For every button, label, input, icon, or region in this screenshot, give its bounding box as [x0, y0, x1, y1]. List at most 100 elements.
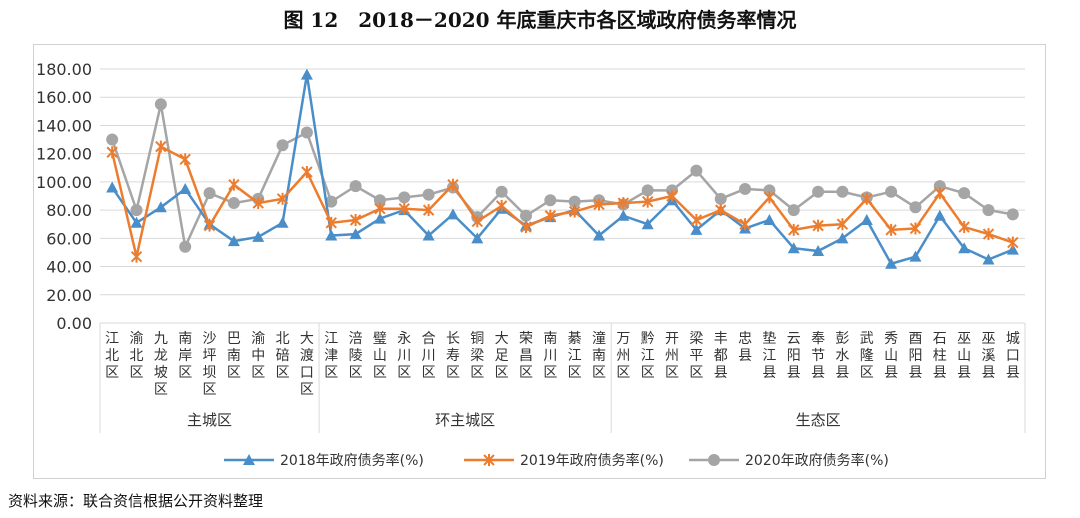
- data-point: [227, 235, 240, 247]
- data-point: [252, 230, 265, 242]
- data-point: [568, 195, 581, 208]
- data-point: [373, 194, 386, 207]
- data-point: [519, 209, 532, 222]
- data-point: [203, 219, 216, 232]
- x-tick-label: 奉节县: [811, 331, 825, 381]
- data-point: [812, 219, 824, 232]
- x-tick-label: 南岸区: [178, 331, 192, 381]
- x-tick-label: 石柱县: [933, 331, 947, 381]
- data-point: [276, 139, 289, 152]
- x-tick-label: 合川区: [422, 331, 436, 381]
- x-tick-label: 万州区: [616, 331, 630, 381]
- group-label: 主城区: [187, 411, 232, 429]
- data-point: [933, 209, 946, 221]
- y-tick-label: 60.00: [46, 229, 92, 248]
- data-point: [763, 213, 776, 225]
- x-tick-label: 渝北区: [130, 331, 144, 381]
- line-chart: 0.00 20.00 40.00 60.00 80.00 100.00 120.00 140.…: [36, 60, 1026, 469]
- data-point: [422, 229, 435, 241]
- data-point: [398, 191, 411, 204]
- data-point: [715, 204, 727, 217]
- data-point: [836, 232, 849, 244]
- data-point: [154, 201, 167, 213]
- data-point: [690, 164, 703, 177]
- data-point: [666, 190, 678, 202]
- source-note: 资料来源：联合资信根据公开资料整理: [8, 492, 264, 510]
- data-point: [446, 208, 459, 220]
- data-point: [812, 245, 825, 257]
- x-tick-label: 江北区: [105, 331, 119, 381]
- data-point: [861, 192, 873, 205]
- data-point: [422, 188, 435, 201]
- x-tick-label: 永川区: [397, 331, 411, 381]
- data-point: [739, 218, 751, 231]
- x-tick-label: 黔江区: [641, 331, 655, 381]
- data-point: [130, 216, 143, 228]
- data-point: [325, 195, 338, 208]
- y-tick-label: 40.00: [46, 258, 92, 277]
- x-tick-label: 巫山县: [957, 331, 971, 381]
- data-point: [787, 242, 800, 254]
- data-point: [860, 213, 873, 225]
- data-point: [982, 228, 995, 241]
- x-tick-label: 丰都县: [714, 331, 728, 381]
- x-tick-label: 江津区: [324, 331, 338, 381]
- data-point: [641, 195, 654, 208]
- legend-label: 2018年政府债务率(%): [280, 452, 424, 469]
- data-point: [739, 182, 752, 195]
- data-point: [179, 240, 192, 253]
- x-tick-label: 大足区: [495, 331, 509, 381]
- data-point: [227, 197, 240, 210]
- data-point: [714, 192, 727, 205]
- legend: 2018年政府债务率(%) 2019年政府债务率(%) 2020年政府债务率(%): [224, 452, 889, 469]
- x-tick-label: 沙坪坝区: [203, 331, 217, 398]
- y-tick-label: 160.00: [36, 88, 92, 107]
- data-point: [325, 216, 337, 229]
- legend-item: 2020年政府债务率(%): [689, 452, 889, 469]
- legend-marker: [483, 454, 495, 466]
- x-tick-label: 开州区: [665, 331, 679, 381]
- data-point: [982, 204, 995, 217]
- group-label: 环主城区: [435, 411, 495, 429]
- data-point: [276, 216, 289, 228]
- x-tick-label: 九龙坡区: [154, 331, 168, 398]
- x-tick-label: 綦江区: [568, 331, 582, 381]
- data-point: [958, 242, 971, 254]
- y-tick-label: 180.00: [36, 60, 92, 79]
- data-point: [617, 209, 630, 221]
- data-point: [1007, 236, 1019, 249]
- data-point: [106, 133, 119, 146]
- x-tick-label: 云阳县: [787, 331, 801, 381]
- y-tick-label: 100.00: [36, 173, 92, 192]
- x-tick-label: 涪陵区: [349, 331, 363, 381]
- legend-marker: [708, 454, 720, 466]
- data-point: [106, 181, 119, 193]
- chart-frame: 0.00 20.00 40.00 60.00 80.00 100.00 120.00 140.…: [33, 44, 1046, 479]
- x-tick-label: 酉阳县: [908, 331, 922, 381]
- data-point: [520, 221, 532, 234]
- y-tick-label: 0.00: [56, 314, 92, 333]
- data-point: [130, 250, 143, 263]
- data-point: [495, 185, 508, 198]
- data-point: [690, 213, 703, 226]
- data-point: [641, 218, 654, 230]
- data-point: [836, 185, 849, 198]
- data-point: [934, 187, 946, 200]
- data-point: [787, 204, 800, 217]
- x-tick-label: 长寿区: [446, 331, 460, 381]
- data-point: [836, 218, 849, 231]
- data-point: [909, 201, 922, 214]
- data-point: [301, 166, 313, 179]
- data-point: [471, 232, 484, 244]
- legend-label: 2019年政府债务率(%): [520, 452, 664, 469]
- x-tick-label: 忠县: [738, 331, 752, 364]
- data-point: [398, 202, 410, 215]
- data-point: [276, 192, 289, 205]
- x-tick-label: 巫溪县: [981, 331, 995, 381]
- legend-marker: [243, 454, 255, 465]
- data-point: [495, 199, 508, 212]
- data-point: [349, 228, 362, 240]
- legend-label: 2020年政府债务率(%): [745, 452, 889, 469]
- y-tick-label: 80.00: [46, 201, 92, 220]
- y-tick-label: 20.00: [46, 286, 92, 305]
